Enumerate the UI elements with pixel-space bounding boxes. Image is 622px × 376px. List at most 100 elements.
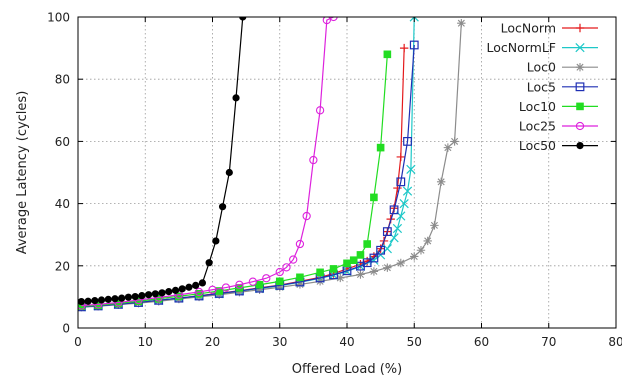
data-point-loc5: [362, 258, 372, 268]
data-point-loc10: [255, 280, 264, 289]
data-point-locnormlf: [392, 223, 403, 234]
series-line-loc50: [81, 17, 244, 303]
data-point-loc50: [138, 292, 146, 300]
data-point-loc0: [416, 246, 426, 255]
data-point-loc25: [194, 287, 204, 297]
legend-entry-loc5: Loc5: [527, 79, 598, 94]
data-point-loc50: [151, 290, 159, 298]
data-point-loc50: [205, 259, 213, 267]
data-point-loc50: [118, 294, 126, 302]
y-axis-title: Average Latency (cycles): [15, 91, 30, 255]
data-point-loc50: [131, 292, 139, 301]
data-point-loc0: [369, 267, 379, 276]
data-point-loc0: [430, 221, 439, 230]
data-point-loc25: [208, 285, 217, 294]
legend-entry-loc25: Loc25: [519, 119, 598, 134]
x-tick-label: 50: [407, 335, 422, 349]
data-point-loc50: [171, 286, 180, 294]
data-point-loc10: [94, 301, 102, 310]
data-point-loc50: [165, 288, 173, 296]
x-tick-label: 60: [474, 335, 489, 349]
data-point-loc50: [145, 291, 153, 299]
data-point-loc25: [289, 255, 298, 264]
legend-entry-loc10: Loc10: [519, 99, 598, 114]
x-tick-label: 30: [272, 335, 287, 349]
data-point-loc25: [235, 280, 244, 289]
data-point-loc0: [436, 177, 446, 187]
y-tick-label: 100: [47, 11, 70, 25]
legend-entry-loc50: Loc50: [519, 138, 598, 153]
data-point-loc50: [104, 295, 112, 303]
data-point-loc50: [232, 94, 240, 102]
legend: LocNorm LocNormLF Loc0 Loc5 Loc10 Loc25 Loc50: [486, 21, 598, 153]
data-point-loc25: [302, 211, 311, 221]
data-point-loc5: [396, 177, 406, 187]
y-tick-label: 20: [55, 259, 70, 273]
data-point-loc10: [349, 256, 358, 265]
data-point-loc10: [195, 289, 203, 298]
data-point-loc50: [78, 297, 85, 306]
data-point-loc10: [114, 299, 123, 308]
data-point-loc10: [370, 193, 378, 202]
data-point-loc5: [382, 227, 392, 236]
data-point-loc50: [158, 289, 166, 297]
data-point-locnorm: [396, 152, 405, 162]
data-point-loc50: [198, 279, 207, 287]
legend-marker: [575, 42, 585, 53]
data-point-loc0: [410, 252, 419, 261]
data-point-loc0: [443, 143, 453, 152]
y-tick-label: 0: [62, 322, 70, 336]
legend-label: LocNormLF: [486, 40, 556, 55]
data-point-loc0: [295, 280, 305, 289]
data-point-loc10: [356, 251, 365, 259]
data-point-loc0: [275, 283, 284, 292]
data-point-loc10: [363, 240, 371, 248]
plot-series: [78, 17, 466, 312]
legend-marker: [576, 142, 584, 150]
data-point-loc50: [91, 297, 99, 305]
data-point-loc0: [457, 19, 466, 28]
data-point-loc50: [178, 285, 186, 293]
series-line-loc0: [81, 23, 462, 308]
legend-marker: [575, 82, 585, 92]
data-point-loc0: [450, 137, 459, 146]
data-point-loc25: [329, 17, 338, 22]
legend-marker: [575, 121, 585, 131]
legend-label: Loc5: [527, 79, 556, 94]
data-point-loc10: [296, 273, 304, 282]
data-point-loc25: [315, 106, 325, 115]
legend-label: LocNorm: [501, 21, 556, 36]
data-point-loc5: [369, 253, 379, 263]
data-point-locnorm: [399, 43, 409, 53]
data-point-loc50: [192, 281, 200, 289]
y-tick-label: 60: [55, 135, 70, 149]
data-point-loc10: [134, 297, 143, 306]
data-point-loc10: [215, 287, 224, 295]
data-point-loc25: [309, 155, 318, 165]
legend-label: Loc50: [519, 138, 556, 153]
legend-entry-locnorm: LocNorm: [501, 21, 598, 36]
data-point-loc10: [275, 277, 284, 286]
data-point-locnormlf: [406, 164, 416, 175]
data-point-loc10: [316, 268, 324, 277]
data-point-loc10: [343, 259, 351, 268]
series-loc5: [78, 40, 419, 312]
legend-label: Loc10: [519, 99, 556, 114]
data-point-loc5: [409, 40, 419, 50]
legend-entry-loc0: Loc0: [527, 60, 598, 75]
series-loc50: [78, 17, 247, 306]
data-point-loc25: [221, 283, 231, 292]
data-point-loc25: [295, 239, 305, 249]
legend-marker: [575, 63, 585, 72]
data-point-loc50: [218, 203, 227, 211]
data-point-loc50: [239, 17, 247, 21]
data-point-loc50: [111, 295, 119, 303]
axis-ticks: 0 10 20 30 40 50 60 70 80 0 20 40 60 80 100: [47, 11, 622, 350]
legend-marker: [575, 23, 585, 33]
data-point-loc0: [255, 285, 264, 294]
data-point-loc10: [78, 302, 86, 311]
data-point-loc0: [383, 263, 392, 272]
data-point-locnormlf: [409, 17, 419, 22]
data-point-loc0: [235, 288, 244, 297]
legend-label: Loc0: [527, 60, 556, 75]
